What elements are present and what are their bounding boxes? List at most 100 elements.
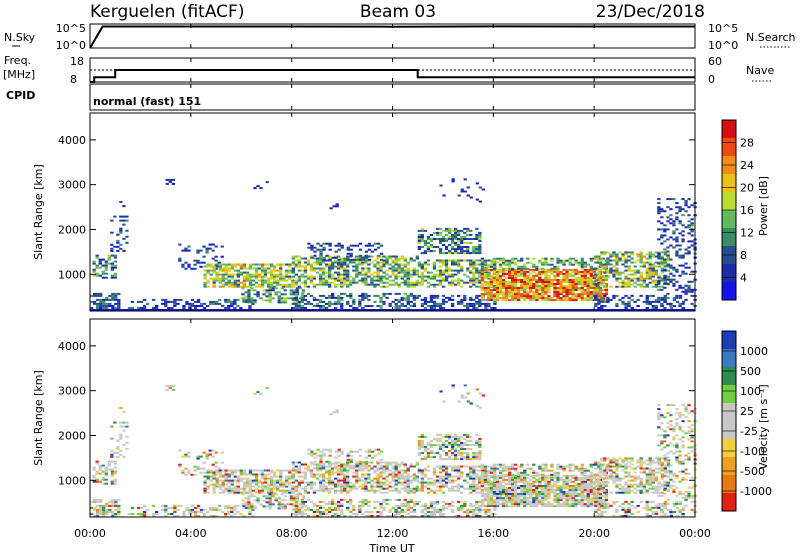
power-cell [648, 300, 652, 303]
power-cell [538, 267, 542, 270]
power-cell [514, 277, 518, 279]
power-cell [358, 305, 362, 307]
velocity-cell [457, 487, 461, 490]
velocity-cell [373, 491, 377, 494]
velocity-cell [119, 421, 123, 424]
velocity-cell [523, 476, 527, 479]
power-cell [250, 297, 254, 300]
power-cell [498, 259, 503, 262]
power-cell [565, 293, 569, 296]
power-cell [391, 259, 395, 262]
power-cell [630, 279, 634, 282]
power-cell [648, 275, 652, 278]
velocity-cell [490, 469, 494, 472]
power-cell [92, 274, 96, 277]
power-cell [577, 297, 581, 300]
power-cell [463, 259, 467, 262]
power-cell [358, 258, 362, 261]
velocity-cell [92, 474, 96, 477]
power-cell [214, 255, 218, 258]
power-cell [556, 270, 560, 273]
cpid-program: normal (fast) 151 [93, 95, 201, 108]
power-cell [441, 279, 446, 282]
power-cell [621, 271, 625, 274]
power-cell [483, 299, 488, 302]
velocity-cell [297, 465, 301, 468]
power-cell [457, 263, 461, 266]
velocity-cell [285, 477, 289, 480]
power-cell [441, 300, 446, 303]
power-cell [108, 298, 112, 301]
velocity-cell [523, 497, 527, 500]
power-cell [288, 275, 292, 278]
power-cell [218, 298, 222, 301]
velocity-cell [193, 511, 198, 513]
power-cell [574, 270, 578, 273]
velocity-cell [337, 479, 341, 482]
beam-title: Beam 03 [360, 2, 436, 22]
velocity-cell [376, 500, 380, 503]
velocity-cell [495, 495, 500, 497]
power-cell [254, 271, 259, 274]
velocity-cell [484, 508, 488, 511]
power-cell [687, 284, 691, 287]
power-cell [498, 265, 503, 268]
power-cell [282, 285, 286, 288]
velocity-cell [376, 469, 380, 472]
power-cell [420, 275, 424, 278]
power-cell [550, 297, 554, 300]
velocity-cell [373, 465, 377, 468]
power-cell [208, 247, 212, 250]
power-cell [621, 253, 625, 256]
power-cell [460, 188, 464, 191]
velocity-cell [268, 501, 272, 504]
power-cell [312, 257, 317, 260]
velocity-cell [185, 508, 189, 511]
velocity-cell [273, 473, 277, 476]
power-cell [331, 275, 335, 278]
power-cell [565, 289, 569, 291]
power-cell [256, 293, 260, 296]
power-cell [432, 294, 437, 297]
velocity-cell [251, 508, 255, 511]
velocity-cell [276, 485, 280, 488]
velocity-cell [520, 499, 524, 502]
power-cell [263, 273, 268, 276]
power-cell [553, 267, 557, 270]
velocity-cell [295, 495, 299, 498]
velocity-cell [438, 489, 443, 492]
power-cell [636, 279, 640, 282]
power-cell [615, 267, 619, 270]
power-cell [517, 295, 521, 298]
power-cell [511, 272, 515, 275]
velocity-cell [215, 481, 219, 484]
velocity-cell [187, 455, 191, 458]
velocity-cell [319, 458, 323, 461]
velocity-cell [526, 499, 530, 502]
power-cell [571, 295, 575, 298]
velocity-cell [236, 511, 240, 513]
power-cell [343, 257, 347, 260]
power-cell [271, 297, 275, 300]
power-cell [340, 257, 344, 260]
power-cell [489, 295, 494, 298]
velocity-cell [480, 485, 484, 487]
power-cell [517, 268, 521, 271]
power-cell [417, 236, 421, 238]
velocity-cell [438, 456, 443, 459]
velocity-cell [514, 489, 518, 491]
power-cell [420, 277, 424, 280]
velocity-cell [438, 465, 443, 468]
velocity-cell [176, 504, 180, 507]
power-cell [227, 300, 231, 303]
power-cell [621, 255, 625, 258]
velocity-cell [114, 500, 118, 503]
power-cell [480, 268, 484, 271]
power-cell [406, 296, 410, 299]
power-cell [678, 248, 682, 251]
power-cell [429, 240, 434, 242]
velocity-cell [247, 495, 251, 498]
power-cell [627, 251, 631, 254]
power-cell [595, 291, 599, 294]
power-cell [379, 252, 384, 255]
